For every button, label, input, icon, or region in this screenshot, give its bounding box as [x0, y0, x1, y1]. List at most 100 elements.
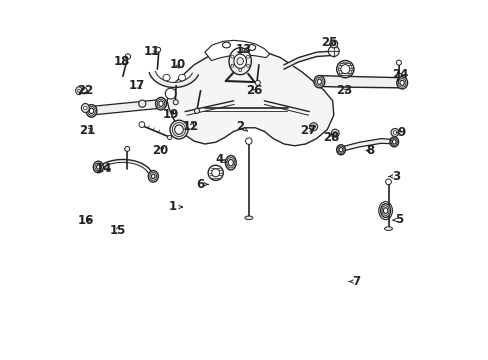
Ellipse shape: [396, 60, 401, 65]
Text: 22: 22: [77, 84, 93, 97]
Ellipse shape: [389, 137, 398, 147]
Text: 1: 1: [168, 201, 176, 213]
Ellipse shape: [311, 125, 315, 129]
Ellipse shape: [245, 138, 251, 144]
Polygon shape: [98, 159, 153, 177]
Ellipse shape: [170, 120, 187, 139]
Ellipse shape: [148, 171, 158, 182]
Text: 17: 17: [129, 79, 145, 92]
Polygon shape: [149, 71, 198, 87]
Ellipse shape: [151, 174, 155, 179]
Ellipse shape: [392, 140, 395, 144]
Ellipse shape: [194, 108, 199, 113]
Ellipse shape: [244, 216, 252, 220]
Ellipse shape: [81, 87, 87, 94]
Ellipse shape: [149, 172, 156, 180]
Ellipse shape: [380, 204, 390, 217]
Ellipse shape: [230, 55, 233, 58]
Ellipse shape: [93, 161, 103, 173]
Ellipse shape: [390, 129, 398, 136]
Text: 20: 20: [151, 144, 168, 157]
Ellipse shape: [96, 165, 100, 169]
Ellipse shape: [383, 208, 387, 213]
Ellipse shape: [77, 89, 80, 92]
Ellipse shape: [174, 125, 183, 134]
Ellipse shape: [246, 55, 249, 58]
Polygon shape: [338, 139, 395, 152]
Ellipse shape: [211, 169, 219, 177]
Text: 25: 25: [320, 36, 337, 49]
Text: 13: 13: [235, 43, 251, 56]
Text: 2: 2: [236, 120, 244, 133]
Ellipse shape: [237, 58, 243, 65]
Ellipse shape: [396, 77, 407, 89]
Ellipse shape: [378, 202, 392, 220]
Ellipse shape: [86, 104, 97, 117]
Ellipse shape: [157, 99, 164, 108]
Ellipse shape: [317, 79, 321, 84]
Ellipse shape: [385, 179, 390, 185]
Ellipse shape: [139, 100, 145, 107]
Ellipse shape: [338, 62, 351, 76]
Text: 6: 6: [196, 178, 204, 191]
Ellipse shape: [398, 78, 405, 87]
Ellipse shape: [330, 129, 339, 137]
Ellipse shape: [333, 131, 336, 135]
Ellipse shape: [155, 97, 166, 110]
Ellipse shape: [238, 69, 241, 72]
Ellipse shape: [233, 54, 246, 68]
Ellipse shape: [392, 131, 396, 134]
Text: 8: 8: [366, 144, 374, 157]
Text: 19: 19: [163, 108, 179, 121]
Text: 28: 28: [323, 131, 339, 144]
Polygon shape: [167, 47, 333, 146]
Text: 12: 12: [183, 120, 199, 133]
Text: 3: 3: [391, 170, 400, 183]
Text: 26: 26: [246, 84, 262, 97]
Ellipse shape: [83, 106, 87, 110]
Ellipse shape: [76, 87, 82, 95]
Ellipse shape: [125, 54, 130, 59]
Text: 15: 15: [109, 224, 126, 237]
Ellipse shape: [309, 123, 317, 131]
Text: 21: 21: [79, 124, 95, 137]
Text: 10: 10: [169, 58, 185, 71]
Text: 14: 14: [96, 162, 112, 175]
Ellipse shape: [95, 163, 102, 171]
Text: 27: 27: [300, 124, 316, 137]
Ellipse shape: [139, 122, 144, 127]
Ellipse shape: [208, 165, 223, 180]
Polygon shape: [204, 40, 269, 60]
Ellipse shape: [228, 159, 233, 166]
Ellipse shape: [384, 227, 392, 230]
Text: 5: 5: [394, 213, 403, 226]
Ellipse shape: [163, 74, 170, 81]
Ellipse shape: [255, 80, 260, 85]
Ellipse shape: [340, 65, 349, 74]
Ellipse shape: [155, 47, 160, 52]
Text: 11: 11: [143, 45, 160, 58]
Ellipse shape: [315, 77, 323, 86]
Ellipse shape: [390, 138, 397, 145]
Text: 4: 4: [216, 153, 224, 166]
Ellipse shape: [159, 101, 163, 107]
Ellipse shape: [87, 107, 95, 115]
Ellipse shape: [226, 157, 234, 168]
Ellipse shape: [336, 60, 353, 78]
Ellipse shape: [89, 108, 94, 114]
Text: 23: 23: [336, 84, 352, 97]
Ellipse shape: [313, 76, 324, 88]
Ellipse shape: [339, 148, 342, 152]
Ellipse shape: [124, 147, 129, 152]
Text: 7: 7: [351, 275, 360, 288]
Ellipse shape: [328, 46, 339, 57]
Ellipse shape: [173, 100, 178, 105]
Ellipse shape: [225, 156, 236, 170]
Ellipse shape: [81, 104, 89, 112]
Text: 16: 16: [78, 214, 94, 227]
Ellipse shape: [165, 88, 176, 99]
Text: 24: 24: [391, 68, 407, 81]
Ellipse shape: [381, 206, 388, 215]
Ellipse shape: [238, 51, 241, 54]
Ellipse shape: [230, 64, 233, 67]
